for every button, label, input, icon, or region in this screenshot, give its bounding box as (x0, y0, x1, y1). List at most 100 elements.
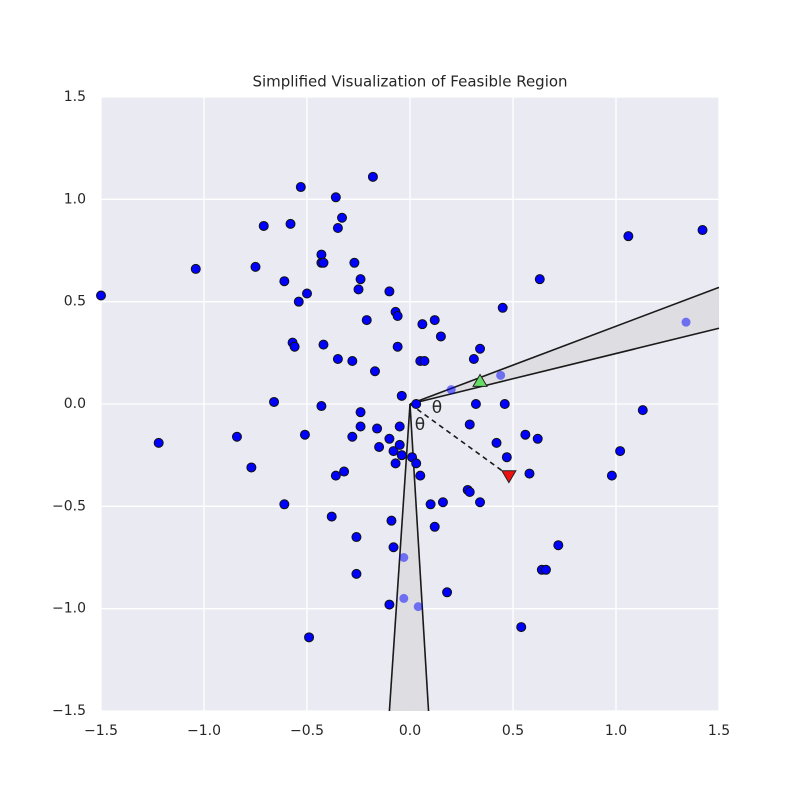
point (491, 437, 502, 448)
point (289, 341, 300, 352)
point (304, 632, 315, 643)
point (435, 331, 446, 342)
point (351, 568, 362, 579)
point (330, 192, 341, 203)
point (396, 390, 407, 401)
point (520, 429, 531, 440)
point (388, 446, 399, 457)
y-tick-label: 0.0 (64, 396, 86, 412)
point (269, 396, 280, 407)
point (415, 470, 426, 481)
point (623, 231, 634, 242)
point (279, 276, 290, 287)
point (468, 353, 479, 364)
point (353, 284, 364, 295)
y-tick-label: −1.0 (52, 601, 86, 617)
point (96, 290, 106, 301)
point (390, 458, 401, 469)
x-tick-label: 1.0 (605, 723, 627, 739)
point (540, 564, 551, 575)
x-tick-label: −0.5 (290, 723, 324, 739)
angle-label: θ (432, 398, 442, 418)
cone-edge (409, 327, 720, 405)
point (470, 399, 481, 409)
point (524, 468, 535, 479)
point (496, 370, 506, 380)
point (339, 466, 350, 477)
point (681, 317, 691, 327)
point (388, 542, 399, 553)
point (250, 261, 261, 272)
point (553, 540, 564, 551)
point (355, 407, 366, 418)
x-tick-label: −1.0 (187, 723, 221, 739)
point (464, 487, 475, 498)
point (615, 446, 626, 457)
x-tick-label: −1.5 (84, 723, 118, 739)
point (355, 274, 366, 285)
point (394, 421, 405, 432)
point (475, 343, 486, 354)
marker (501, 470, 517, 484)
point (347, 431, 358, 442)
point (347, 356, 358, 367)
point (697, 225, 708, 236)
point (386, 515, 397, 526)
point (355, 421, 366, 432)
point (392, 310, 403, 321)
x-tick-label: 1.5 (708, 723, 730, 739)
point (351, 532, 362, 543)
point (464, 419, 475, 430)
point (429, 521, 440, 532)
point (285, 218, 296, 229)
point (258, 220, 269, 231)
x-tick-label: 0.5 (502, 723, 524, 739)
dashed-segment (409, 403, 510, 477)
point (299, 429, 310, 440)
point (411, 399, 422, 409)
point (316, 401, 327, 412)
point (399, 593, 409, 603)
point (372, 423, 383, 434)
point (501, 452, 512, 463)
point (446, 385, 456, 395)
point (497, 302, 508, 313)
cone-edge (409, 286, 720, 405)
point (337, 212, 348, 223)
point (425, 499, 436, 510)
y-tick-label: 1.5 (64, 89, 86, 105)
angle-label: θ (415, 415, 425, 435)
y-tick-label: 1.0 (64, 191, 86, 207)
point (429, 315, 440, 326)
point (419, 356, 430, 367)
point (442, 587, 453, 598)
point (332, 222, 343, 233)
point (396, 450, 407, 461)
point (361, 315, 372, 326)
point (293, 296, 304, 307)
point (302, 288, 312, 299)
point (295, 182, 306, 193)
point (231, 431, 242, 442)
point (246, 462, 257, 473)
point (499, 399, 510, 409)
point (367, 171, 378, 182)
x-tick-label: 0.0 (399, 723, 421, 739)
point (316, 249, 327, 260)
point (153, 437, 164, 448)
point (326, 511, 337, 522)
point (532, 433, 543, 444)
point (190, 263, 201, 274)
point (318, 339, 329, 350)
y-tick-label: 0.5 (64, 294, 86, 310)
point (394, 439, 405, 450)
point (534, 274, 545, 285)
point (606, 470, 617, 481)
point (384, 599, 395, 610)
point (330, 470, 341, 481)
point (399, 553, 409, 562)
point (318, 257, 329, 268)
point (349, 257, 360, 268)
marker (472, 373, 488, 387)
